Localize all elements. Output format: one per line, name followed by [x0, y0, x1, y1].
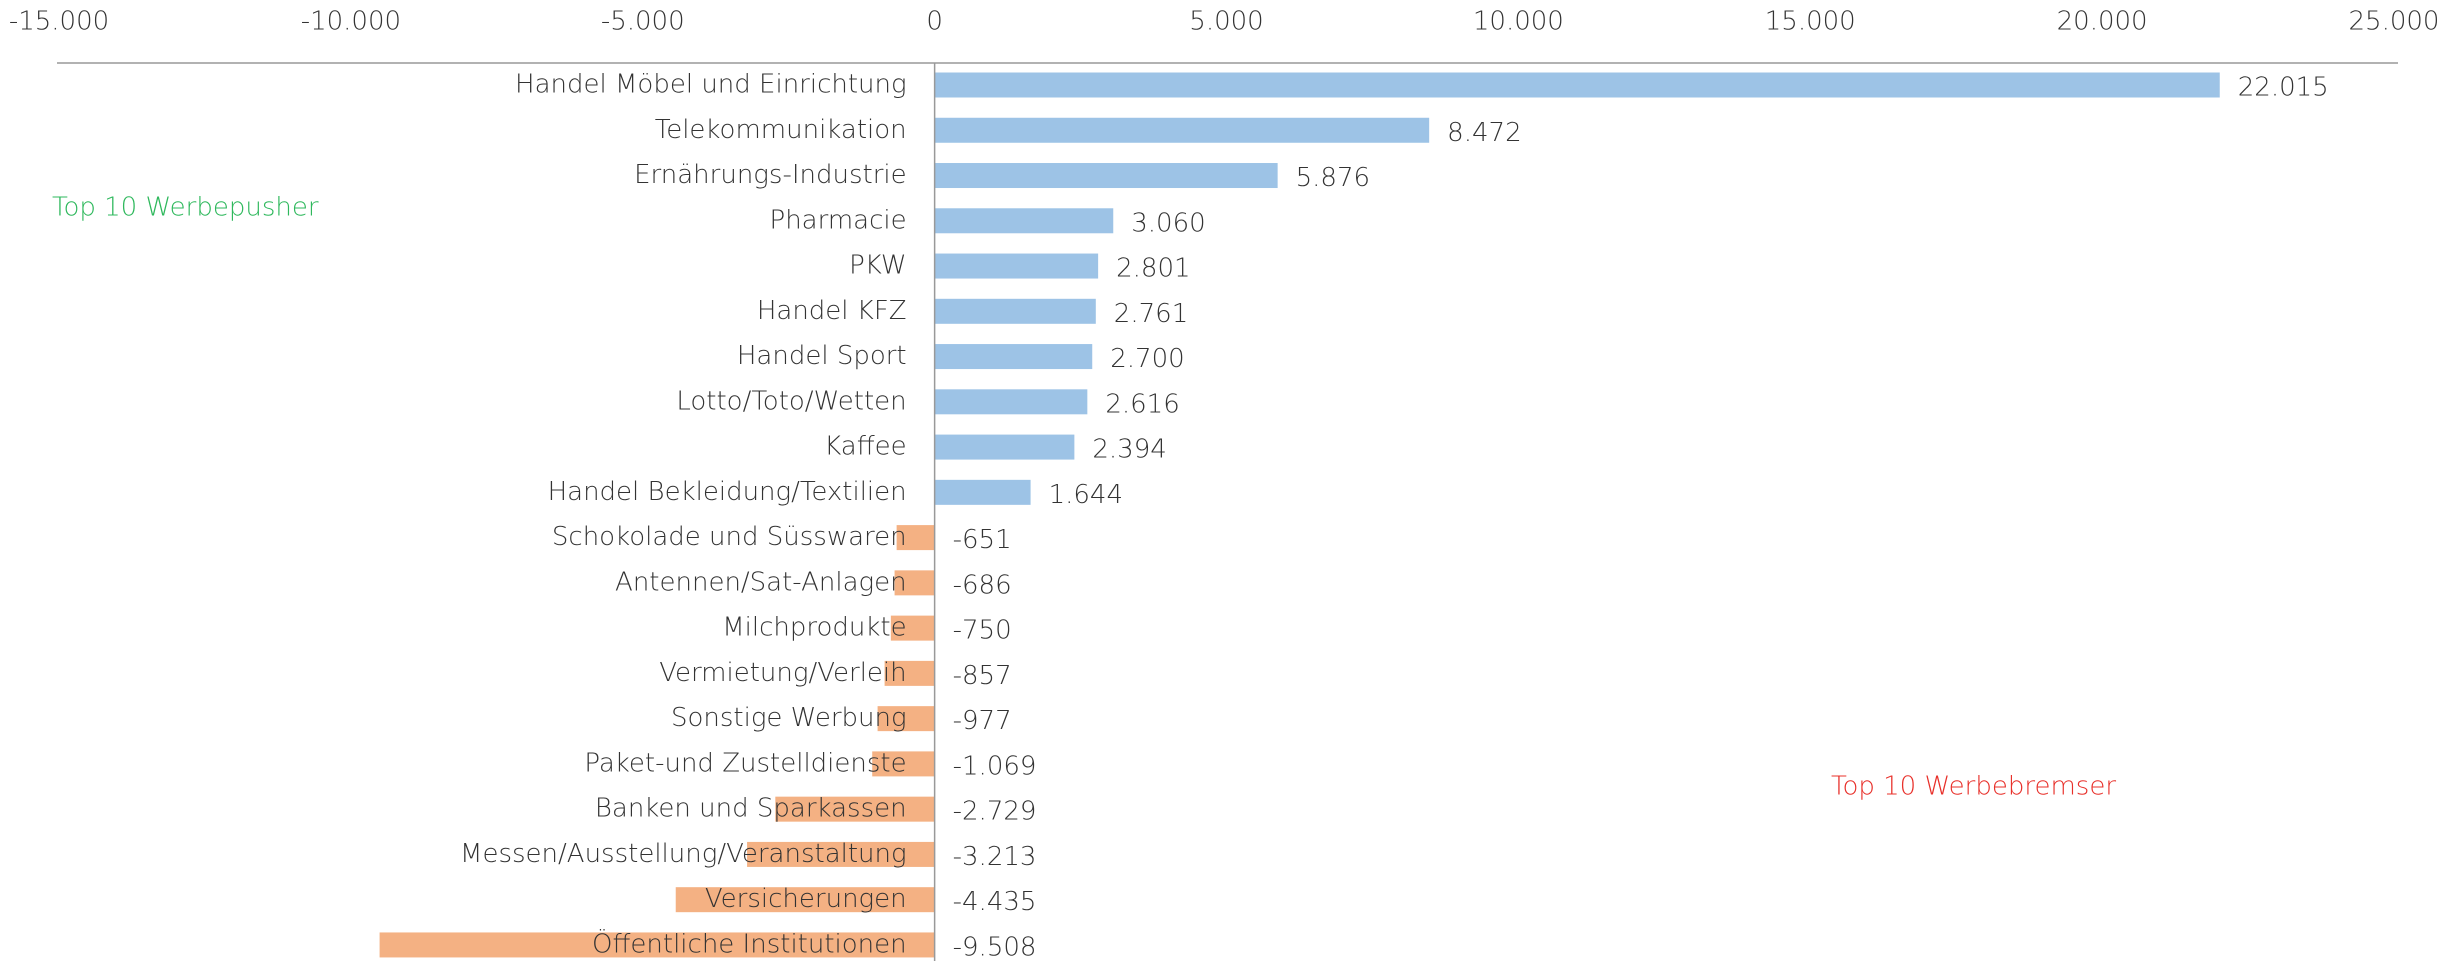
category-label: Milchprodukte: [722, 613, 906, 643]
value-label: 5.876: [1296, 163, 1370, 193]
category-label: Lotto/Toto/Wetten: [676, 386, 906, 416]
bar: [934, 253, 1099, 279]
category-label: Handel Bekleidung/Textilien: [548, 477, 907, 507]
bar: [379, 932, 935, 958]
value-label: 22.015: [2238, 73, 2329, 103]
annotation: Top 10 Werbepusher: [52, 193, 319, 223]
category-label: Versicherungen: [705, 884, 907, 914]
x-tick-label: 5.000: [1189, 7, 1263, 37]
category-label: Handel Möbel und Einrichtung: [515, 70, 907, 100]
bar: [775, 796, 935, 822]
category-label: Handel KFZ: [757, 296, 907, 326]
category-label: Paket-und Zustelldienste: [584, 748, 906, 778]
value-label: 2.761: [1114, 299, 1188, 329]
x-tick-label: 15.000: [1765, 7, 1856, 37]
value-label: -750: [953, 616, 1012, 646]
bar: [896, 525, 935, 551]
bar: [934, 117, 1430, 143]
bar: [934, 208, 1114, 234]
value-label: -2.729: [953, 797, 1037, 827]
bar: [934, 434, 1075, 460]
bar: [747, 841, 935, 867]
value-label: 2.394: [1092, 435, 1166, 465]
category-label: Banken und Sparkassen: [595, 794, 907, 824]
value-label: -686: [953, 570, 1012, 600]
bar: [894, 570, 935, 596]
bar: [675, 887, 935, 913]
category-label: Handel Sport: [737, 341, 907, 371]
category-label: Vermietung/Verleih: [659, 658, 906, 688]
value-label: 8.472: [1447, 118, 1521, 148]
bar: [934, 389, 1088, 415]
category-label: Kaffee: [824, 432, 906, 462]
value-label: -9.508: [953, 932, 1037, 961]
annotation: Top 10 Werbebremser: [1831, 772, 2116, 802]
value-label: -3.213: [953, 842, 1037, 872]
category-label: Antennen/Sat-Anlagen: [615, 567, 907, 597]
value-label: -1.069: [953, 751, 1037, 781]
bar: [934, 298, 1096, 324]
x-tick-label: -5.000: [601, 7, 685, 37]
value-label: -977: [953, 706, 1012, 736]
x-tick-label: 25.000: [2349, 7, 2440, 37]
category-label: Messen/Ausstellung/Veranstaltung: [460, 839, 907, 869]
category-label: Sonstige Werbung: [671, 703, 907, 733]
value-label: -4.435: [953, 887, 1037, 917]
bar: [877, 706, 935, 732]
x-tick-label: 10.000: [1473, 7, 1564, 37]
category-label: PKW: [849, 251, 907, 281]
category-label: Ernährungs-Industrie: [634, 160, 907, 190]
value-label: -857: [953, 661, 1012, 691]
bar: [934, 344, 1093, 370]
category-label: Telekommunikation: [655, 115, 907, 145]
x-tick-label: 0: [926, 7, 943, 37]
bar: [890, 615, 935, 641]
x-tick-label: -15.000: [9, 7, 109, 37]
value-label: 1.644: [1049, 480, 1123, 510]
value-label: 2.700: [1110, 344, 1184, 374]
category-label: Schokolade und Süsswaren: [552, 522, 907, 552]
category-label: Pharmacie: [770, 205, 907, 235]
value-label: 2.801: [1116, 254, 1190, 284]
bar: [934, 163, 1278, 189]
category-label: Öffentliche Institutionen: [592, 927, 907, 959]
bar: [884, 660, 935, 686]
x-tick-label: 20.000: [2057, 7, 2148, 37]
value-label: 3.060: [1131, 208, 1205, 238]
bar: [934, 72, 2220, 98]
x-tick-label: -10.000: [301, 7, 401, 37]
bar: [934, 479, 1031, 505]
bar: [872, 751, 935, 777]
value-label: -651: [953, 525, 1012, 555]
value-label: 2.616: [1105, 389, 1179, 419]
